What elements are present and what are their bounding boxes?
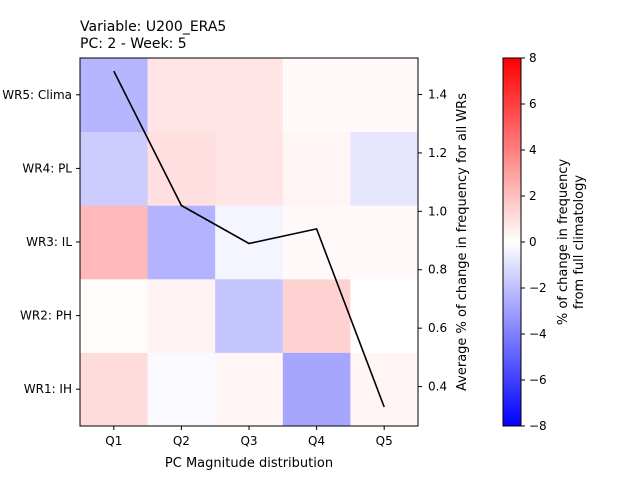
colorbar-tick-label: −2 [529, 281, 547, 295]
right-tick-label: 1.2 [428, 146, 447, 160]
heatmap-cell [80, 278, 149, 353]
heatmap-cell [350, 58, 419, 133]
x-tick-label: Q3 [240, 434, 257, 448]
right-tick-label: 0.8 [428, 263, 447, 277]
heatmap-cell [80, 58, 149, 133]
x-tick-label: Q4 [308, 434, 325, 448]
heatmap-cell [282, 131, 351, 206]
heatmap-cell [80, 352, 149, 427]
colorbar-tick-label: 6 [529, 97, 537, 111]
right-tick-label: 1.4 [428, 88, 447, 102]
heatmap-cell [215, 58, 284, 133]
y-tick-label: WR2: PH [20, 309, 72, 323]
right-tick-label: 0.4 [428, 380, 447, 394]
heatmap-cell [282, 352, 351, 427]
right-axis-ticks: 0.4 0.6 0.8 1.0 1.2 1.4 [418, 88, 447, 394]
right-tick-label: 1.0 [428, 204, 447, 218]
colorbar-tick-label: 8 [529, 51, 537, 65]
colorbar-label-line-2: from full climatology [572, 175, 587, 309]
average-line-layer [113, 70, 385, 408]
colorbar-tick-label: −6 [529, 373, 547, 387]
y-tick-label: WR4: PL [22, 161, 72, 175]
heatmap-cell [147, 58, 216, 133]
right-tick-label: 0.6 [428, 321, 447, 335]
heatmap-cell [350, 352, 419, 427]
x-axis-ticks: Q1 Q2 Q3 Q4 Q5 [105, 426, 393, 448]
heatmap-cell [282, 205, 351, 280]
colorbar-tick-label: −8 [529, 419, 547, 433]
heatmap-cell [80, 131, 149, 206]
heatmap-cells [80, 58, 419, 427]
heatmap-cell [215, 278, 284, 353]
chart-title-line-2: PC: 2 - Week: 5 [80, 36, 187, 52]
y-tick-label: WR5: Clima [2, 88, 72, 102]
x-axis-label: PC Magnitude distribution [165, 456, 333, 471]
heatmap-cell [215, 352, 284, 427]
x-tick-label: Q2 [173, 434, 190, 448]
heatmap-cell [147, 278, 216, 353]
colorbar-ticks: −8 −6 −4 −2 0 2 4 6 8 [521, 51, 547, 433]
colorbar-label-line-1: % of change in frequency [556, 159, 571, 326]
heatmap-cell [215, 131, 284, 206]
colorbar [502, 57, 522, 427]
y-tick-label: WR1: IH [24, 382, 72, 396]
heatmap-cell [350, 131, 419, 206]
heatmap-cell [80, 205, 149, 280]
colorbar-tick-label: 0 [529, 235, 537, 249]
colorbar-tick-label: 2 [529, 189, 537, 203]
heatmap-cell [350, 278, 419, 353]
heatmap-cell [350, 205, 419, 280]
heatmap-cell [215, 205, 284, 280]
heatmap-cell [147, 205, 216, 280]
y-axis-ticks: WR1: IH WR2: PH WR3: IL WR4: PL WR5: Clima [2, 88, 80, 396]
y-tick-label: WR3: IL [26, 235, 72, 249]
x-tick-label: Q1 [105, 434, 122, 448]
heatmap-cell [147, 352, 216, 427]
colorbar-tick-label: 4 [529, 143, 537, 157]
right-axis-label: Average % of change in frequency for all… [455, 93, 470, 391]
heatmap-cell [282, 58, 351, 133]
heatmap-cell [147, 131, 216, 206]
heatmap-cell [282, 278, 351, 353]
chart-title-line-1: Variable: U200_ERA5 [80, 19, 226, 35]
colorbar-tick-label: −4 [529, 327, 547, 341]
x-tick-label: Q5 [376, 434, 393, 448]
average-change-line [113, 70, 385, 408]
